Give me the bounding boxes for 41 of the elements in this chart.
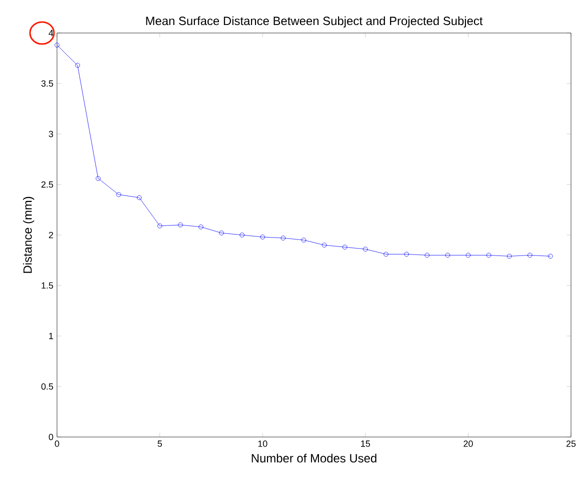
point — [198, 224, 204, 230]
y-tick-label: 1 — [49, 332, 54, 340]
point — [404, 252, 409, 257]
point — [486, 252, 492, 258]
point — [301, 238, 306, 242]
point — [136, 195, 142, 200]
y-tick-label: 3 — [48, 130, 54, 138]
point — [466, 252, 471, 258]
point — [178, 222, 183, 228]
point — [260, 234, 265, 240]
y-tick-label: 1.5 — [42, 282, 54, 289]
y-tick-label: 2 — [48, 232, 54, 238]
point — [342, 244, 348, 250]
x-tick-label: 10 — [258, 440, 268, 447]
point — [445, 252, 450, 258]
point — [527, 252, 532, 258]
point — [96, 176, 101, 181]
point — [363, 246, 368, 252]
x-tick-label: 25 — [566, 440, 576, 447]
point — [322, 242, 327, 248]
y-tick-label: 4 — [48, 30, 54, 36]
x-tick-label: 0 — [54, 440, 60, 447]
point — [424, 252, 430, 258]
y-tick-label: 0.5 — [41, 383, 54, 390]
point — [506, 254, 512, 259]
x-axis-title: Number of Modes Used — [252, 454, 376, 462]
point — [157, 224, 162, 228]
y-tick-label: 2.5 — [41, 181, 54, 188]
point — [240, 232, 244, 238]
x-tick-label: 15 — [361, 440, 370, 447]
point — [219, 230, 224, 236]
point — [116, 192, 122, 197]
y-axis-title: Distance (mm) — [23, 196, 34, 273]
point — [75, 62, 80, 68]
y-tick-label: 0 — [48, 434, 54, 440]
x-tick-label: 5 — [158, 440, 162, 447]
point — [384, 252, 388, 257]
x-tick-label: 20 — [464, 440, 473, 447]
point — [280, 236, 286, 240]
y-tick-label: 3.5 — [41, 80, 54, 87]
chart-title: Mean Surface Distance Between Subject and Projected Subject — [146, 16, 483, 28]
